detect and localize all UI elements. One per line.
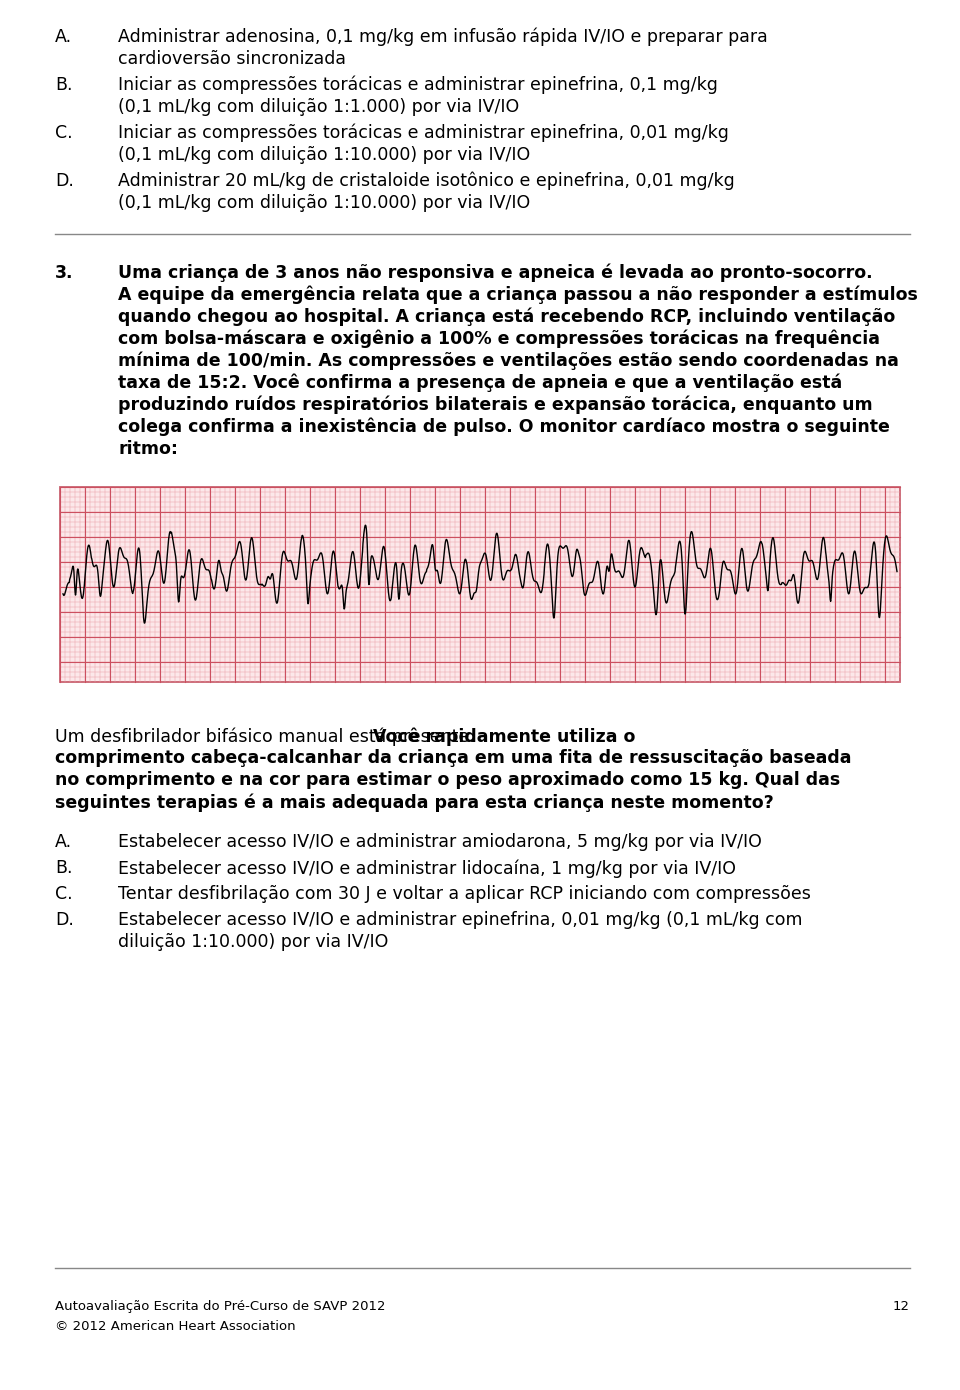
Text: D.: D. <box>55 172 74 190</box>
Text: diluição 1:10.000) por via IV/IO: diluição 1:10.000) por via IV/IO <box>118 933 389 951</box>
Text: © 2012 American Heart Association: © 2012 American Heart Association <box>55 1320 296 1333</box>
Text: (0,1 mL/kg com diluição 1:10.000) por via IV/IO: (0,1 mL/kg com diluição 1:10.000) por vi… <box>118 195 530 213</box>
Text: Uma criança de 3 anos não responsiva e apneica é levada ao pronto-socorro.: Uma criança de 3 anos não responsiva e a… <box>118 264 873 282</box>
Text: C.: C. <box>55 124 73 142</box>
Text: C.: C. <box>55 885 73 904</box>
Text: ritmo:: ritmo: <box>118 441 178 457</box>
Text: no comprimento e na cor para estimar o peso aproximado como 15 kg. Qual das: no comprimento e na cor para estimar o p… <box>55 771 840 790</box>
Text: 3.: 3. <box>55 264 74 282</box>
Text: Administrar adenosina, 0,1 mg/kg em infusão rápida IV/IO e preparar para: Administrar adenosina, 0,1 mg/kg em infu… <box>118 28 768 46</box>
Bar <box>60 486 900 682</box>
Text: produzindo ruídos respiratórios bilaterais e expansão torácica, enquanto um: produzindo ruídos respiratórios bilatera… <box>118 396 873 414</box>
Text: A equipe da emergência relata que a criança passou a não responder a estímulos: A equipe da emergência relata que a cria… <box>118 286 918 304</box>
Text: Estabelecer acesso IV/IO e administrar amiodarona, 5 mg/kg por via IV/IO: Estabelecer acesso IV/IO e administrar a… <box>118 833 762 851</box>
Text: B.: B. <box>55 859 73 877</box>
Text: Um desfibrilador bifásico manual está presente.: Um desfibrilador bifásico manual está pr… <box>55 727 480 745</box>
Text: seguintes terapias é a mais adequada para esta criança neste momento?: seguintes terapias é a mais adequada par… <box>55 794 774 812</box>
Text: Iniciar as compressões torácicas e administrar epinefrina, 0,1 mg/kg: Iniciar as compressões torácicas e admin… <box>118 76 718 95</box>
Text: mínima de 100/min. As compressões e ventilações estão sendo coordenadas na: mínima de 100/min. As compressões e vent… <box>118 352 899 371</box>
Text: Iniciar as compressões torácicas e administrar epinefrina, 0,01 mg/kg: Iniciar as compressões torácicas e admin… <box>118 124 729 143</box>
Text: com bolsa-máscara e oxigênio a 100% e compressões torácicas na frequência: com bolsa-máscara e oxigênio a 100% e co… <box>118 329 880 349</box>
Text: D.: D. <box>55 910 74 929</box>
Text: taxa de 15:2. Você confirma a presença de apneia e que a ventilação está: taxa de 15:2. Você confirma a presença d… <box>118 374 842 392</box>
Text: (0,1 mL/kg com diluição 1:10.000) por via IV/IO: (0,1 mL/kg com diluição 1:10.000) por vi… <box>118 146 530 164</box>
Text: cardioversão sincronizada: cardioversão sincronizada <box>118 50 346 68</box>
Text: comprimento cabeça-calcanhar da criança em uma fita de ressuscitação baseada: comprimento cabeça-calcanhar da criança … <box>55 749 852 767</box>
Text: Você rapidamente utiliza o: Você rapidamente utiliza o <box>373 727 636 745</box>
Text: Administrar 20 mL/kg de cristaloide isotônico e epinefrina, 0,01 mg/kg: Administrar 20 mL/kg de cristaloide isot… <box>118 172 734 190</box>
Text: Tentar desfibrilação com 30 J e voltar a aplicar RCP iniciando com compressões: Tentar desfibrilação com 30 J e voltar a… <box>118 885 811 904</box>
Text: B.: B. <box>55 76 73 95</box>
Text: (0,1 mL/kg com diluição 1:1.000) por via IV/IO: (0,1 mL/kg com diluição 1:1.000) por via… <box>118 99 519 115</box>
Text: colega confirma a inexistência de pulso. O monitor cardíaco mostra o seguinte: colega confirma a inexistência de pulso.… <box>118 418 890 436</box>
Text: A.: A. <box>55 28 72 46</box>
Text: Estabelecer acesso IV/IO e administrar epinefrina, 0,01 mg/kg (0,1 mL/kg com: Estabelecer acesso IV/IO e administrar e… <box>118 910 803 929</box>
Text: Estabelecer acesso IV/IO e administrar lidocaína, 1 mg/kg por via IV/IO: Estabelecer acesso IV/IO e administrar l… <box>118 859 736 877</box>
Text: Autoavaliação Escrita do Pré-Curso de SAVP 2012: Autoavaliação Escrita do Pré-Curso de SA… <box>55 1300 386 1314</box>
Text: A.: A. <box>55 833 72 851</box>
Text: 12: 12 <box>893 1300 910 1314</box>
Text: quando chegou ao hospital. A criança está recebendo RCP, incluindo ventilação: quando chegou ao hospital. A criança est… <box>118 309 896 327</box>
